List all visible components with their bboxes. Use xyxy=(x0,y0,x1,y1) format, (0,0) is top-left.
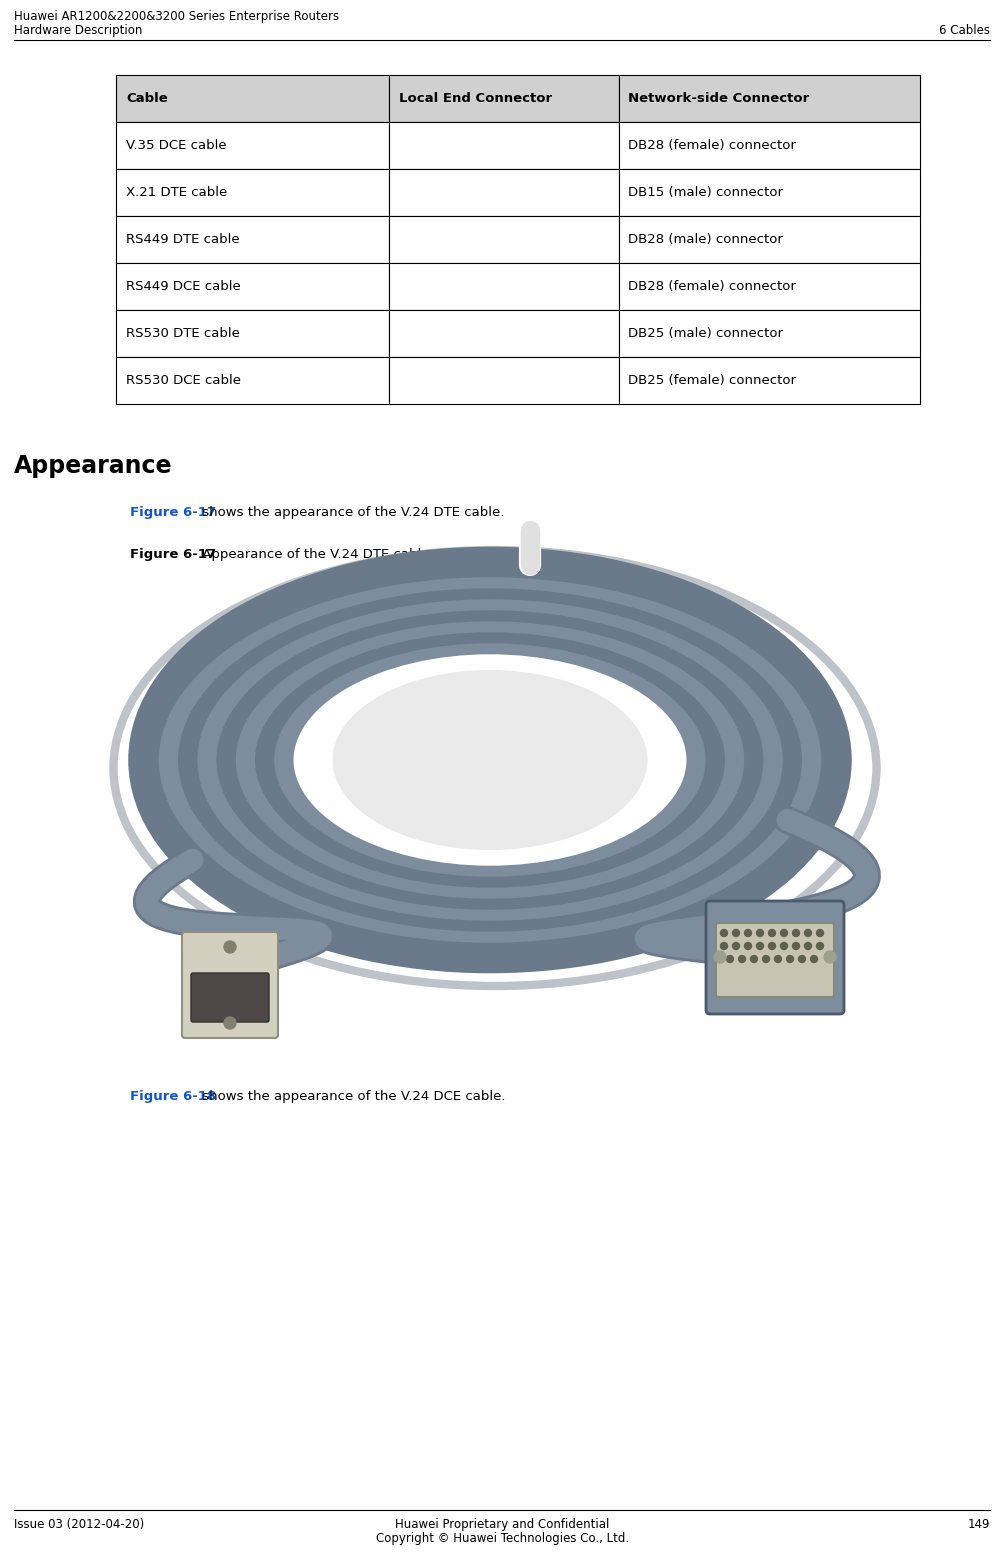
Circle shape xyxy=(733,943,740,949)
Circle shape xyxy=(739,955,746,963)
Circle shape xyxy=(787,955,794,963)
Bar xyxy=(389,263,618,310)
Text: DB28 (male) connector: DB28 (male) connector xyxy=(628,233,783,246)
Text: Figure 6-18: Figure 6-18 xyxy=(130,1090,216,1102)
Text: RS530 DTE cable: RS530 DTE cable xyxy=(126,327,240,340)
Text: DB15 (male) connector: DB15 (male) connector xyxy=(628,186,784,199)
Bar xyxy=(618,169,920,216)
Bar xyxy=(389,357,618,404)
FancyBboxPatch shape xyxy=(182,932,278,1038)
Circle shape xyxy=(745,930,752,936)
Circle shape xyxy=(816,943,823,949)
Text: DB25 (female) connector: DB25 (female) connector xyxy=(628,374,797,387)
Text: Issue 03 (2012-04-20): Issue 03 (2012-04-20) xyxy=(14,1517,145,1532)
FancyBboxPatch shape xyxy=(191,972,269,1023)
Bar xyxy=(618,357,920,404)
Text: Local End Connector: Local End Connector xyxy=(399,92,553,105)
Circle shape xyxy=(781,943,788,949)
Bar xyxy=(389,216,618,263)
Text: Appearance: Appearance xyxy=(14,454,173,478)
Text: Network-side Connector: Network-side Connector xyxy=(628,92,810,105)
Text: Cable: Cable xyxy=(126,92,168,105)
Text: Huawei Proprietary and Confidential: Huawei Proprietary and Confidential xyxy=(395,1517,610,1532)
Ellipse shape xyxy=(333,670,647,850)
Circle shape xyxy=(733,930,740,936)
FancyBboxPatch shape xyxy=(716,922,834,998)
Circle shape xyxy=(793,943,800,949)
Circle shape xyxy=(751,955,758,963)
Text: Huawei AR1200&2200&3200 Series Enterprise Routers: Huawei AR1200&2200&3200 Series Enterpris… xyxy=(14,9,339,23)
Text: Figure 6-17: Figure 6-17 xyxy=(130,506,216,518)
Circle shape xyxy=(824,951,836,963)
Bar xyxy=(389,75,618,122)
Text: shows the appearance of the V.24 DTE cable.: shows the appearance of the V.24 DTE cab… xyxy=(198,506,505,518)
Bar xyxy=(618,263,920,310)
Circle shape xyxy=(816,930,823,936)
Circle shape xyxy=(714,951,726,963)
Circle shape xyxy=(799,955,805,963)
FancyBboxPatch shape xyxy=(706,900,844,1015)
Circle shape xyxy=(775,955,782,963)
Text: Hardware Description: Hardware Description xyxy=(14,23,143,38)
Circle shape xyxy=(757,943,764,949)
Bar xyxy=(116,357,389,404)
Bar xyxy=(116,122,389,169)
Text: 6 Cables: 6 Cables xyxy=(939,23,990,38)
Text: shows the appearance of the V.24 DCE cable.: shows the appearance of the V.24 DCE cab… xyxy=(198,1090,506,1102)
Circle shape xyxy=(745,943,752,949)
Circle shape xyxy=(224,1016,236,1029)
Text: Figure 6-17: Figure 6-17 xyxy=(130,548,216,561)
Circle shape xyxy=(781,930,788,936)
Text: RS449 DTE cable: RS449 DTE cable xyxy=(126,233,239,246)
Bar xyxy=(116,216,389,263)
Bar xyxy=(389,122,618,169)
Bar xyxy=(618,75,920,122)
Circle shape xyxy=(769,943,776,949)
Bar xyxy=(389,310,618,357)
Circle shape xyxy=(804,930,811,936)
Bar xyxy=(116,169,389,216)
Text: V.35 DCE cable: V.35 DCE cable xyxy=(126,139,226,152)
Text: DB28 (female) connector: DB28 (female) connector xyxy=(628,139,796,152)
Circle shape xyxy=(757,930,764,936)
Text: DB25 (male) connector: DB25 (male) connector xyxy=(628,327,784,340)
Bar xyxy=(116,75,389,122)
Text: 149: 149 xyxy=(968,1517,990,1532)
Text: DB28 (female) connector: DB28 (female) connector xyxy=(628,280,796,293)
Text: Appearance of the V.24 DTE cable: Appearance of the V.24 DTE cable xyxy=(198,548,429,561)
Circle shape xyxy=(721,930,728,936)
Text: RS530 DCE cable: RS530 DCE cable xyxy=(126,374,241,387)
Circle shape xyxy=(793,930,800,936)
Circle shape xyxy=(804,943,811,949)
Circle shape xyxy=(224,941,236,954)
Bar xyxy=(618,122,920,169)
Bar xyxy=(389,169,618,216)
Bar xyxy=(116,263,389,310)
Bar xyxy=(618,216,920,263)
Circle shape xyxy=(721,943,728,949)
Bar xyxy=(618,310,920,357)
Text: X.21 DTE cable: X.21 DTE cable xyxy=(126,186,227,199)
Text: RS449 DCE cable: RS449 DCE cable xyxy=(126,280,241,293)
Bar xyxy=(116,310,389,357)
Text: Copyright © Huawei Technologies Co., Ltd.: Copyright © Huawei Technologies Co., Ltd… xyxy=(376,1532,629,1546)
Circle shape xyxy=(810,955,817,963)
Circle shape xyxy=(769,930,776,936)
Circle shape xyxy=(727,955,734,963)
Circle shape xyxy=(763,955,770,963)
